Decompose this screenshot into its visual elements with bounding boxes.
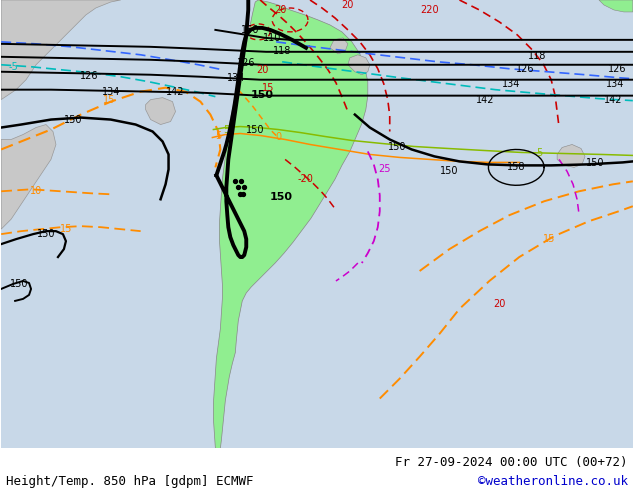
Text: 150: 150 — [270, 192, 293, 202]
Point — [235, 190, 245, 198]
Text: 150: 150 — [37, 229, 55, 239]
Text: 134: 134 — [605, 79, 624, 89]
Text: 118: 118 — [273, 46, 291, 56]
Text: 126: 126 — [237, 58, 256, 68]
Text: 142: 142 — [604, 95, 622, 105]
Text: 5: 5 — [215, 131, 221, 142]
Text: 0: 0 — [275, 132, 281, 143]
Polygon shape — [557, 145, 585, 168]
Text: 134: 134 — [502, 79, 521, 89]
Text: 150: 150 — [440, 167, 459, 176]
Text: 126: 126 — [607, 64, 626, 74]
Text: 150: 150 — [241, 25, 259, 35]
Text: 15: 15 — [103, 95, 115, 105]
Text: 20: 20 — [274, 5, 287, 15]
Point — [230, 177, 240, 185]
Point — [239, 183, 249, 191]
Polygon shape — [599, 0, 633, 12]
Polygon shape — [1, 0, 120, 99]
Polygon shape — [146, 98, 176, 124]
Text: 20: 20 — [256, 65, 268, 75]
Text: 20: 20 — [342, 0, 354, 10]
Text: ©weatheronline.co.uk: ©weatheronline.co.uk — [477, 474, 628, 488]
Text: 142: 142 — [166, 87, 184, 97]
Text: 25: 25 — [378, 164, 391, 174]
Text: 142: 142 — [476, 95, 495, 105]
Text: 10: 10 — [30, 186, 42, 196]
Polygon shape — [348, 55, 370, 75]
Point — [233, 183, 243, 191]
Polygon shape — [1, 124, 56, 229]
Text: 150: 150 — [10, 279, 29, 289]
Text: 150: 150 — [63, 115, 82, 124]
Text: Height/Temp. 850 hPa [gdpm] ECMWF: Height/Temp. 850 hPa [gdpm] ECMWF — [6, 474, 254, 488]
Text: 134: 134 — [227, 73, 245, 83]
Text: 15: 15 — [543, 234, 555, 244]
Text: 150: 150 — [246, 124, 264, 135]
Polygon shape — [330, 38, 348, 54]
Text: 150: 150 — [586, 158, 604, 169]
Text: 150: 150 — [389, 143, 407, 152]
Text: 110: 110 — [263, 33, 281, 43]
Text: -5: -5 — [8, 62, 18, 72]
Text: 158: 158 — [507, 162, 526, 172]
Text: 20: 20 — [493, 299, 505, 309]
Text: Fr 27-09-2024 00:00 UTC (00+72): Fr 27-09-2024 00:00 UTC (00+72) — [395, 456, 628, 469]
Text: 126: 126 — [516, 64, 534, 74]
Text: 126: 126 — [80, 71, 98, 81]
Polygon shape — [214, 0, 368, 448]
Point — [238, 190, 249, 198]
Text: 5: 5 — [223, 124, 230, 135]
Point — [236, 177, 247, 185]
Text: 150: 150 — [250, 90, 273, 99]
Text: 134: 134 — [101, 87, 120, 97]
Text: 5: 5 — [536, 148, 542, 158]
Text: 118: 118 — [528, 51, 547, 61]
Text: 220: 220 — [420, 5, 439, 15]
Text: 15: 15 — [262, 83, 275, 93]
Text: 15: 15 — [60, 224, 72, 234]
Text: -20: -20 — [297, 174, 313, 184]
